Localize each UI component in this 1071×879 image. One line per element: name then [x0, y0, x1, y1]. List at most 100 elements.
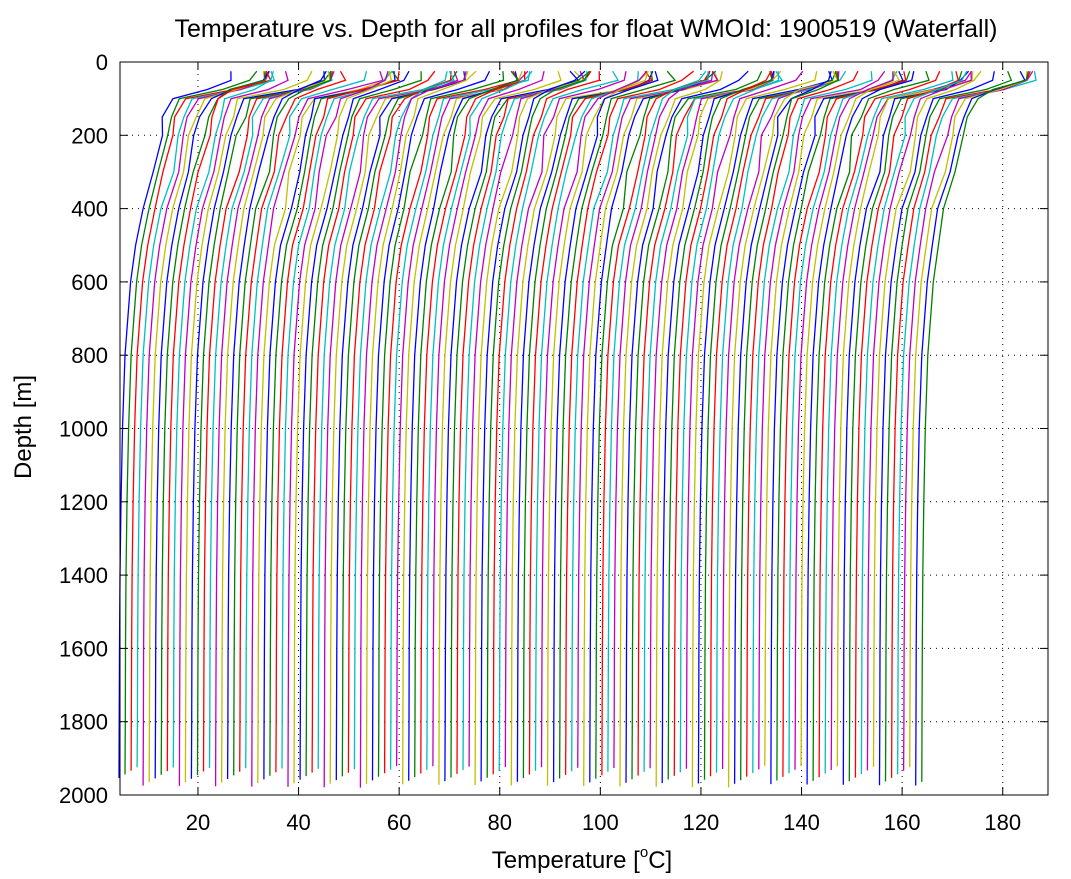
- profile-line: [498, 70, 620, 771]
- profile-line: [208, 70, 333, 768]
- profile-line: [848, 71, 963, 782]
- profile-line: [480, 70, 586, 782]
- profile-line: [166, 70, 272, 772]
- profile-line: [866, 71, 972, 771]
- profile-line: [812, 70, 930, 781]
- profile-line: [794, 71, 894, 770]
- profile-line: [504, 71, 627, 768]
- profile-line: [721, 71, 840, 770]
- profile-line: [359, 71, 467, 788]
- profile-line: [896, 71, 1037, 775]
- profile-line: [184, 70, 313, 783]
- y-tick-label: 800: [71, 343, 108, 368]
- profile-line: [136, 70, 276, 768]
- x-tick-label: 60: [387, 810, 411, 835]
- profile-line: [709, 71, 840, 777]
- profile-line: [124, 70, 258, 775]
- profile-line: [884, 70, 1013, 782]
- profile-line: [420, 71, 526, 774]
- profile-line: [383, 70, 520, 774]
- x-tick-label: 140: [783, 810, 820, 835]
- profile-line: [685, 70, 804, 769]
- profile-line: [389, 71, 531, 770]
- profile-line: [251, 71, 384, 787]
- profile-line: [341, 70, 458, 777]
- profile-line: [196, 70, 332, 776]
- profile-line: [746, 70, 859, 777]
- profile-line: [426, 70, 533, 770]
- profile-line: [456, 70, 592, 774]
- profile-line: [214, 70, 335, 787]
- profile-line: [607, 71, 709, 772]
- profile-line: [335, 71, 466, 781]
- profile-line: [468, 70, 586, 767]
- profile-line: [534, 71, 639, 771]
- profile-line: [408, 71, 518, 781]
- profile-line: [619, 71, 723, 787]
- profile-line: [190, 71, 326, 779]
- profile-line: [492, 71, 601, 775]
- profile-line: [770, 70, 904, 785]
- profile-line: [365, 70, 477, 785]
- profile-line: [202, 71, 333, 772]
- y-tick-label: 1000: [59, 417, 108, 442]
- x-tick-label: 40: [286, 810, 310, 835]
- x-tick-label: 120: [683, 810, 720, 835]
- profile-line: [287, 70, 389, 787]
- profile-line: [909, 71, 1028, 768]
- x-tick-label: 100: [582, 810, 619, 835]
- profile-line: [776, 70, 911, 781]
- profile-line: [275, 71, 400, 773]
- profile-line: [323, 70, 459, 788]
- x-tick-label: 20: [186, 810, 210, 835]
- profile-lines: [118, 70, 1037, 788]
- profile-line: [661, 71, 775, 784]
- profile-line: [233, 71, 332, 776]
- profile-line: [414, 70, 520, 778]
- profile-line: [558, 70, 677, 779]
- profile-line: [655, 70, 782, 787]
- profile-line: [516, 70, 654, 782]
- profile-line: [625, 70, 749, 783]
- profile-line: [444, 70, 580, 782]
- profile-line: [703, 70, 837, 780]
- profile-line: [395, 70, 529, 767]
- y-tick-label: 600: [71, 270, 108, 295]
- profile-line: [178, 71, 289, 786]
- profile-line: [142, 70, 270, 786]
- x-axis-label: Temperature [oC]: [492, 844, 672, 874]
- profile-line: [583, 70, 719, 786]
- y-tick-label: 200: [71, 123, 108, 148]
- profile-line: [528, 70, 653, 775]
- profile-line: [589, 70, 711, 783]
- profile-line: [245, 71, 368, 769]
- profile-line: [758, 70, 886, 770]
- profile-line: [890, 70, 1031, 778]
- x-tick-label: 80: [488, 810, 512, 835]
- profile-line: [154, 70, 270, 779]
- profile-line: [697, 70, 834, 784]
- profile-line: [462, 71, 588, 771]
- profile-line: [613, 70, 719, 769]
- profile-line: [353, 70, 455, 770]
- y-tick-label: 0: [96, 50, 108, 75]
- profile-line: [432, 71, 545, 767]
- profile-line: [571, 70, 707, 772]
- profile-line: [293, 71, 393, 784]
- profile-line: [667, 71, 773, 780]
- profile-line: [715, 70, 847, 773]
- profile-line: [727, 70, 839, 788]
- profile-line: [329, 70, 469, 784]
- profile-line: [902, 70, 1034, 771]
- profile-line: [263, 71, 396, 780]
- y-tick-label: 1600: [59, 636, 108, 661]
- profile-line: [220, 71, 331, 783]
- grid-lines: [120, 62, 1048, 795]
- profile-line: [733, 71, 832, 784]
- profile-line: [564, 70, 694, 775]
- profile-line: [860, 70, 968, 775]
- profile-line: [510, 70, 649, 786]
- profile-line: [921, 71, 1030, 782]
- y-tick-label: 1400: [59, 563, 108, 588]
